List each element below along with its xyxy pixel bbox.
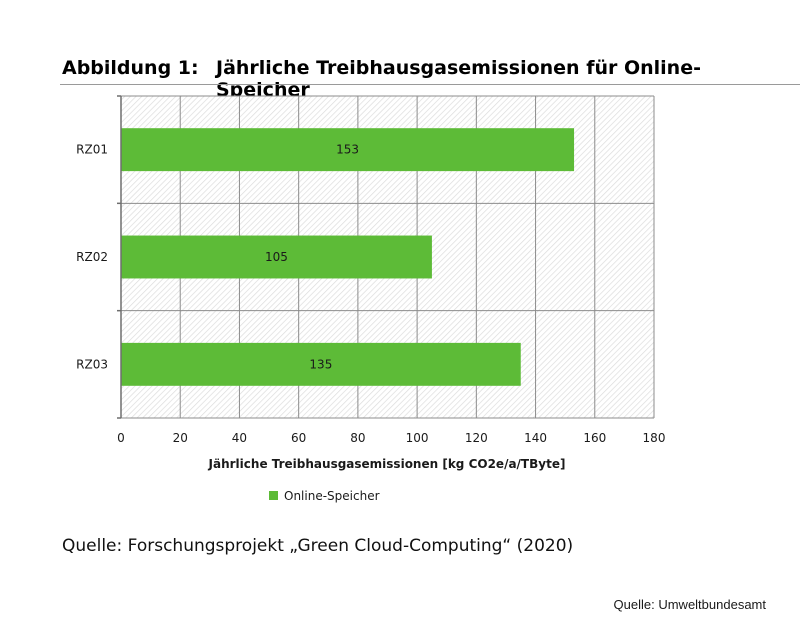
category-label: RZ02 — [76, 250, 108, 264]
category-label: RZ03 — [76, 357, 108, 371]
category-label: RZ01 — [76, 143, 108, 157]
legend-swatch — [269, 491, 278, 500]
x-tick-label: 180 — [643, 431, 666, 445]
bar-data-label: 153 — [336, 143, 359, 157]
bar-rz01 — [121, 128, 575, 172]
image-credit: Quelle: Umweltbundesamt — [613, 597, 766, 612]
legend-label: Online-Speicher — [284, 489, 380, 503]
bars: 153 105 135 — [121, 128, 575, 386]
legend: Online-Speicher — [269, 489, 380, 503]
x-tick-labels: 0 20 40 60 80 100 120 140 160 180 — [117, 431, 665, 445]
x-tick-label: 0 — [117, 431, 125, 445]
bar-data-label: 135 — [309, 357, 332, 371]
x-tick-label: 40 — [232, 431, 247, 445]
figure-number: Abbildung 1: — [62, 57, 199, 79]
x-tick-label: 20 — [173, 431, 188, 445]
x-tick-label: 100 — [406, 431, 429, 445]
source-note: Quelle: Forschungsprojekt „Green Cloud-C… — [62, 536, 574, 556]
x-tick-label: 160 — [583, 431, 606, 445]
title-underline — [60, 84, 800, 85]
x-tick-label: 60 — [291, 431, 306, 445]
x-tick-label: 140 — [524, 431, 547, 445]
x-tick-label: 120 — [465, 431, 488, 445]
bar-rz03 — [121, 342, 521, 386]
bar-rz02 — [121, 235, 432, 279]
bar-data-label: 105 — [265, 250, 288, 264]
axes — [117, 95, 122, 419]
x-axis-title: Jährliche Treibhausgasemissionen [kg CO2… — [208, 457, 566, 471]
x-tick-label: 80 — [350, 431, 365, 445]
category-labels: RZ01 RZ02 RZ03 — [76, 143, 108, 372]
